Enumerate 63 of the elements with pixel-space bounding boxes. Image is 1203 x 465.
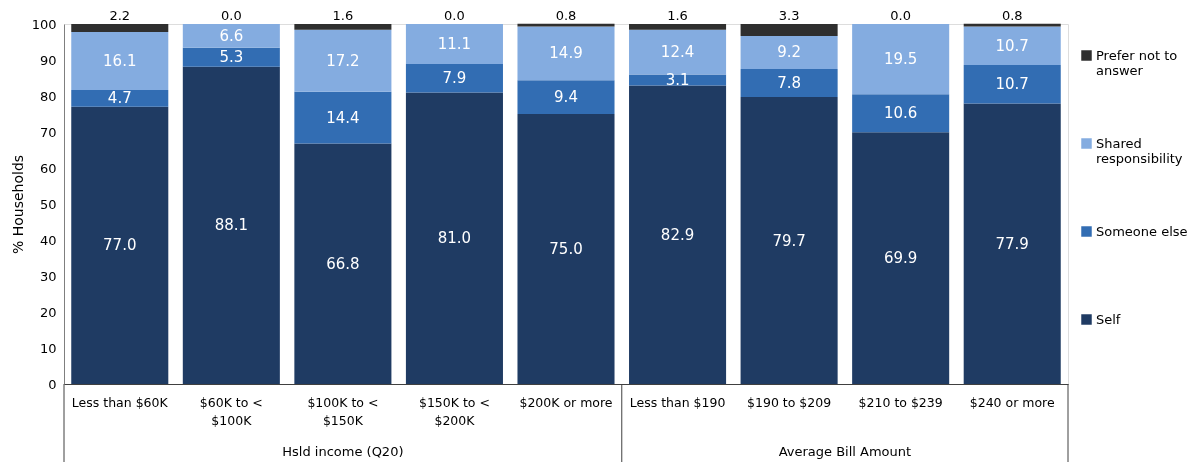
data-label: 14.9: [549, 44, 583, 63]
legend-label: Self: [1096, 311, 1121, 327]
data-label: 0.8: [1001, 7, 1023, 23]
x-tick-label: $200K or more: [519, 394, 613, 410]
x-tick-label: $190 to $209: [747, 394, 832, 410]
y-axis-title: % Households: [9, 154, 26, 255]
data-label: 3.3: [778, 8, 800, 23]
data-label: 10.7: [995, 75, 1029, 94]
x-tick-label: $60K to < $100K: [199, 394, 263, 428]
data-label: 17.2: [326, 51, 360, 70]
data-label: 6.6: [219, 26, 244, 45]
data-label: 77.0: [103, 236, 137, 255]
data-label: 14.4: [326, 108, 360, 127]
data-label: 1.6: [667, 8, 688, 23]
x-tick-label: $100K to < $150K: [307, 394, 379, 428]
data-label: 77.9: [995, 234, 1029, 253]
y-tick-label: 40: [39, 232, 57, 248]
data-label: 9.2: [777, 43, 802, 62]
data-label: 3.1: [665, 70, 690, 89]
legend-label: Someone else: [1096, 223, 1188, 239]
y-tick-label: 30: [39, 268, 57, 284]
data-label: 10.6: [883, 104, 918, 123]
data-label: 0.0: [444, 8, 465, 23]
data-label: 10.7: [995, 36, 1029, 55]
data-label: 75.0: [549, 240, 583, 258]
x-tick-label: $150K to < $200K: [418, 394, 490, 428]
data-label: 12.4: [660, 43, 695, 62]
x-tick-label: $240 or more: [969, 394, 1055, 410]
y-tick-label: 100: [31, 16, 57, 32]
data-label: 7.8: [777, 74, 802, 93]
data-label: 16.1: [103, 51, 137, 70]
data-label: 88.1: [214, 216, 249, 235]
data-label: 69.9: [883, 249, 918, 268]
data-label: 5.3: [219, 48, 244, 67]
data-label: 82.9: [660, 225, 695, 244]
data-label: 2.2: [109, 8, 131, 23]
data-label: 0.0: [890, 8, 912, 23]
text: Average Bill Amount: [778, 444, 912, 459]
x-tick-label: Less than $60K: [71, 394, 169, 410]
data-label: 0.8: [555, 7, 577, 23]
y-tick-label: 50: [39, 196, 57, 212]
data-label: 79.7: [772, 231, 806, 250]
y-tick-label: 20: [39, 304, 57, 320]
data-label: 19.5: [883, 50, 918, 69]
data-label: 1.6: [332, 8, 354, 23]
y-tick-label: 10: [39, 340, 57, 356]
data-label: 9.4: [554, 88, 578, 107]
y-tick-label: 0: [48, 376, 57, 392]
y-tick-label: 70: [39, 124, 57, 140]
legend-label: Shared responsibility: [1096, 135, 1183, 166]
x-tick-label: Less than $190: [629, 394, 726, 410]
data-label: 66.8: [326, 254, 360, 273]
x-tick-label: $210 to $239: [858, 394, 943, 410]
data-label: 7.9: [442, 69, 467, 88]
text: Hsld income (Q20): [282, 444, 404, 459]
y-tick-label: 90: [39, 52, 57, 68]
y-tick-label: 80: [39, 88, 57, 104]
data-label: 4.7: [107, 89, 132, 108]
data-label: 81.0: [437, 229, 472, 248]
legend-label: Prefer not to answer: [1096, 47, 1178, 78]
data-label: 0.0: [220, 8, 242, 23]
y-tick-label: 60: [39, 160, 57, 176]
data-label: 11.1: [437, 34, 472, 53]
